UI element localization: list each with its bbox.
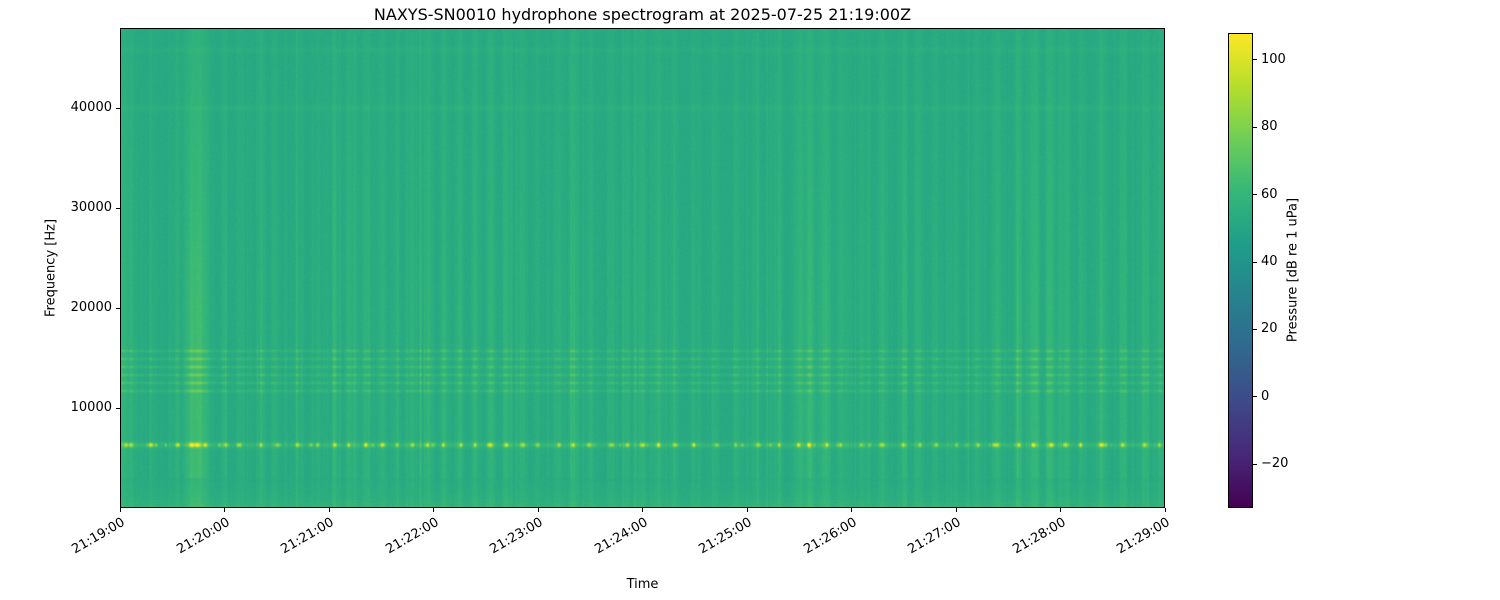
spectrogram-canvas (120, 28, 1165, 508)
chart-title: NAXYS-SN0010 hydrophone spectrogram at 2… (373, 5, 912, 24)
colorbar-tick-label: −20 (1261, 456, 1289, 472)
x-axis-label: Time (626, 577, 659, 592)
x-tick-label: 21:22:00 (382, 515, 441, 558)
x-tick-label: 21:29:00 (1114, 515, 1173, 558)
x-tick-mark (1164, 508, 1166, 512)
x-tick-label: 21:25:00 (696, 515, 755, 558)
x-tick-mark (955, 508, 957, 512)
colorbar-tick-label: 20 (1261, 321, 1278, 337)
colorbar-tick-mark (1253, 463, 1257, 465)
x-tick-label: 21:20:00 (173, 515, 232, 558)
x-tick-mark (119, 508, 121, 512)
y-tick-mark (116, 407, 120, 409)
colorbar-tick-mark (1253, 261, 1257, 263)
colorbar (1228, 33, 1253, 508)
y-tick-mark (116, 307, 120, 309)
x-tick-mark (224, 508, 225, 512)
x-tick-label: 21:28:00 (1009, 515, 1068, 558)
colorbar-tick-mark (1253, 328, 1257, 330)
x-tick-mark (433, 508, 434, 512)
x-tick-mark (746, 508, 748, 512)
colorbar-tick-mark (1253, 126, 1257, 128)
x-tick-label: 21:26:00 (800, 515, 859, 558)
colorbar-label: Pressure [dB re 1 uPa] (1285, 197, 1301, 343)
x-tick-mark (537, 508, 539, 512)
colorbar-tick-label: 80 (1261, 119, 1278, 135)
y-tick-mark (116, 107, 120, 109)
colorbar-tick-mark (1253, 59, 1257, 61)
x-tick-mark (1060, 508, 1061, 512)
colorbar-tick-label: 100 (1261, 51, 1286, 67)
y-tick-mark (116, 207, 120, 209)
y-tick-label: 40000 (70, 100, 112, 115)
x-tick-label: 21:21:00 (278, 515, 337, 558)
colorbar-tick-label: 40 (1261, 254, 1278, 270)
x-tick-label: 21:24:00 (591, 515, 650, 558)
colorbar-tick-label: 0 (1261, 388, 1270, 404)
x-tick-label: 21:23:00 (487, 515, 546, 558)
y-tick-label: 20000 (70, 300, 112, 315)
colorbar-tick-label: 60 (1261, 186, 1278, 202)
y-tick-label: 30000 (70, 200, 112, 215)
colorbar-tick-mark (1253, 194, 1257, 196)
x-tick-mark (642, 508, 643, 512)
y-tick-label: 10000 (70, 400, 112, 415)
x-tick-mark (851, 508, 852, 512)
x-tick-label: 21:19:00 (69, 515, 128, 558)
colorbar-tick-mark (1253, 396, 1257, 398)
x-tick-mark (328, 508, 330, 512)
x-tick-label: 21:27:00 (905, 515, 964, 558)
